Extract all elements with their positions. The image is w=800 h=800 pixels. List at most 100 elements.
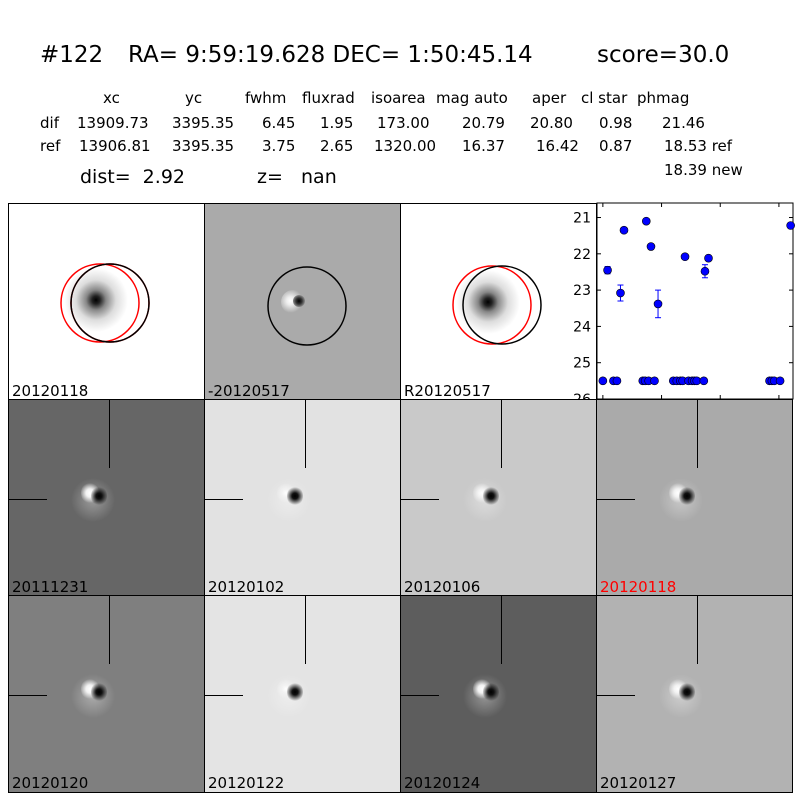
data-point — [653, 299, 663, 309]
row-value-6: 20.80 — [530, 114, 573, 132]
column-header-2: fwhm — [245, 89, 287, 107]
column-header-0: xc — [103, 89, 120, 107]
column-header-6: aper — [532, 89, 567, 107]
row-value-1: 3395.35 — [172, 114, 235, 132]
score: score=30.0 — [597, 42, 730, 68]
stamp-label: -20120517 — [208, 382, 290, 400]
data-point — [700, 266, 710, 276]
star-source — [483, 486, 499, 506]
data-point — [680, 252, 690, 262]
row-value-7: 0.87 — [599, 137, 633, 155]
row-value-8: 18.53 ref — [664, 137, 733, 155]
stamp-ref-image-r: R20120517 — [400, 203, 597, 401]
star-source — [287, 486, 303, 506]
stamp-label: 20111231 — [12, 578, 89, 596]
y-tick-label: 21 — [573, 211, 591, 227]
row-value-3: 2.65 — [320, 137, 354, 155]
crosshair-vertical — [305, 400, 306, 468]
new-mag: 18.39 new — [664, 161, 743, 179]
stamp-label: 20120118 — [12, 382, 89, 400]
difference-stamp: 20120120 — [8, 595, 205, 793]
crosshair-horizontal — [401, 695, 439, 696]
data-point — [775, 376, 785, 386]
data-point — [619, 225, 629, 235]
column-header-7: cl star — [581, 89, 628, 107]
stamp-label: 20120118 — [600, 578, 677, 596]
difference-stamp: 20120102 — [204, 399, 401, 597]
star-source — [287, 682, 303, 702]
data-point — [646, 242, 656, 251]
difference-stamp: 20120122 — [204, 595, 401, 793]
star-source — [64, 268, 128, 332]
stamp-ref-image: 20120118 — [8, 203, 205, 401]
crosshair-horizontal — [9, 695, 47, 696]
stamp-label: 20120106 — [404, 578, 481, 596]
row-value-7: 0.98 — [599, 114, 633, 132]
row-value-2: 6.45 — [262, 114, 296, 132]
row-value-6: 16.42 — [536, 137, 579, 155]
ra-dec: RA= 9:59:19.628 DEC= 1:50:45.14 — [128, 42, 533, 68]
data-point — [603, 265, 612, 275]
star-source — [91, 682, 107, 702]
row-value-8: 21.46 — [662, 114, 705, 132]
star-source — [91, 486, 107, 506]
row-label: dif — [40, 114, 59, 132]
crosshair-horizontal — [9, 499, 47, 500]
crosshair-vertical — [501, 596, 502, 664]
stamp-label: 20120127 — [600, 774, 677, 792]
column-header-5: mag auto — [436, 89, 508, 107]
row-value-3: 1.95 — [320, 114, 354, 132]
y-tick-label: 24 — [573, 319, 591, 335]
y-tick-label: 22 — [573, 247, 591, 263]
crosshair-vertical — [109, 596, 110, 664]
y-tick-label: 25 — [573, 356, 591, 372]
crosshair-vertical — [697, 400, 698, 468]
crosshair-vertical — [109, 400, 110, 468]
dist-value: dist= 2.92 — [80, 166, 185, 188]
data-point — [650, 376, 659, 386]
star-source — [679, 682, 695, 702]
row-value-4: 173.00 — [377, 114, 430, 132]
row-value-0: 13906.81 — [79, 137, 151, 155]
difference-stamp: 20120127 — [596, 595, 793, 793]
column-header-8: phmag — [637, 89, 690, 107]
star-source — [679, 486, 695, 506]
data-point — [616, 288, 625, 298]
star-source — [456, 270, 520, 334]
crosshair-vertical — [501, 400, 502, 468]
aperture-circle — [267, 266, 347, 346]
crosshair-horizontal — [205, 695, 243, 696]
crosshair-horizontal — [401, 499, 439, 500]
light-curve-chart: 212223242526050100150 — [573, 202, 795, 420]
crosshair-horizontal — [597, 695, 635, 696]
crosshair-vertical — [305, 596, 306, 664]
y-tick-label: 23 — [573, 283, 591, 299]
stamp-label: 20120120 — [12, 774, 89, 792]
row-value-5: 16.37 — [462, 137, 505, 155]
data-point — [704, 253, 713, 263]
star-source — [483, 682, 499, 702]
data-point — [786, 221, 795, 230]
data-point — [641, 216, 651, 226]
row-value-4: 1320.00 — [374, 137, 437, 155]
crosshair-vertical — [697, 596, 698, 664]
crosshair-horizontal — [205, 499, 243, 500]
data-point — [699, 376, 709, 386]
z-value: z= nan — [257, 166, 337, 188]
row-value-5: 20.79 — [462, 114, 505, 132]
data-point — [612, 376, 622, 386]
row-value-1: 3395.35 — [172, 137, 235, 155]
difference-stamp: 20120118 — [596, 399, 793, 597]
stamp-label: R20120517 — [404, 382, 491, 400]
difference-stamp: 20120124 — [400, 595, 597, 793]
stamp-label: 20120122 — [208, 774, 285, 792]
difference-stamp: 20111231 — [8, 399, 205, 597]
stamp-label: 20120102 — [208, 578, 285, 596]
column-header-4: isoarea — [371, 89, 426, 107]
aperture-circles — [452, 265, 542, 345]
stamp-label: 20120124 — [404, 774, 481, 792]
row-value-0: 13909.73 — [77, 114, 149, 132]
plot-frame — [596, 202, 794, 400]
data-point — [598, 376, 608, 386]
column-header-3: fluxrad — [302, 89, 355, 107]
